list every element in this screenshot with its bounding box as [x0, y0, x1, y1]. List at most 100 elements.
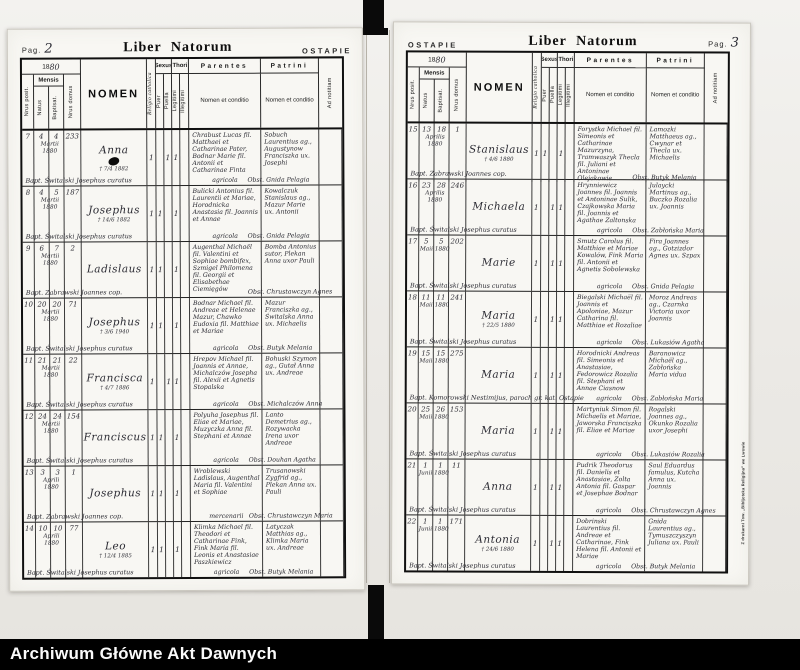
ink-blot — [107, 155, 121, 167]
illegitimi-mark-cell — [180, 129, 190, 186]
puella-mark-cell — [165, 410, 174, 466]
ad-notitiam-cell — [704, 124, 728, 183]
puer-mark-cell — [156, 130, 165, 186]
col-puella: Puella — [163, 74, 173, 129]
pag-label: Pag. — [708, 39, 728, 49]
religio-mark-cell: 1 — [531, 403, 541, 459]
col-baptisat: Baptisat. — [49, 86, 65, 129]
month-year-note: Aprili 1880 — [43, 533, 60, 547]
month-year-note: Aprili 1880 — [43, 477, 60, 491]
register-row: 9 6 7 2 Ladislaus 1 1 1 Augenthal Michaë… — [22, 241, 343, 299]
baptizer-note: Bapt. Świtalski Josephus curatus — [27, 568, 134, 577]
legitimi-mark-cell: 1 — [556, 403, 565, 459]
child-name: Josephus — [88, 204, 140, 217]
godparents-text: Fira Joannes ag., Gotzizdor Agnes ux. Sz… — [649, 238, 701, 260]
col-thori: Thori — [171, 58, 189, 75]
col-puer: Puer — [155, 74, 165, 129]
baptizer-note: Bapt. Świtalski Josephus curatus — [410, 225, 517, 234]
puella-mark-cell — [164, 298, 174, 354]
book-gutter-mark-top — [359, 0, 388, 35]
godparents-text: Kowalczuk Stanislaus ag., Mazur Marie ux… — [264, 187, 311, 216]
child-name: Josephus — [89, 487, 142, 500]
child-name: Maria — [481, 309, 516, 322]
register-row: 21 1 1 11 Anna 1 1 1 Pudrik Theodorus fi… — [406, 459, 727, 517]
legitimi-mark-cell: 1 — [557, 179, 566, 235]
illegitimi-mark-cell — [565, 179, 575, 236]
illegitimi-mark-cell — [181, 353, 191, 410]
midwife-note: Obst. Gnida Pelagia — [247, 232, 310, 240]
parents-text: Horodnicki Andreas fil. Simeonis et Anas… — [576, 350, 640, 393]
midwife-note: Obst. Zabłońska Maria — [631, 395, 704, 403]
godparents-cell: Julaycki Martinus ag., Buczko Rozalia ux… — [632, 180, 705, 236]
puella-mark-cell — [549, 123, 558, 182]
baptizer-note: Bapt. Zabrawski Joannes cop. — [25, 288, 123, 297]
puella-mark-cell: 1 — [548, 403, 557, 459]
baptizer-note: Bapt. Świtalski Josephus curatus — [409, 505, 516, 514]
register-page-right: OSTAPIE Liber Natorum Pag. 3 18 80 Nrus po… — [391, 21, 751, 586]
col-baptisat: Baptisat. — [434, 79, 450, 122]
month-year-note: Martii 1880 — [41, 365, 60, 379]
register-row: 19 15 15 275 Maria 1 1 1 Horodnicki Andr… — [406, 347, 727, 405]
religio-mark-cell: 1 — [147, 130, 157, 186]
baptizer-note: Bapt. Świtalski Josephus curatus — [409, 337, 517, 346]
puella-mark-cell: 1 — [164, 130, 173, 186]
parents-text: Martyniuk Simon fil. Michaelis et Mariae… — [576, 406, 642, 435]
illegitimi-mark-cell — [180, 241, 190, 298]
death-note: † 3/6 1940 — [100, 329, 130, 336]
col-patrini-sub: Nomen et conditio — [260, 73, 320, 128]
death-note: † 22/5 1880 — [482, 322, 515, 329]
godparents-text: Trusanowski Zygfrid ag., Plekan Anna ux.… — [265, 467, 317, 496]
parents-text: Chrabust Lucas fil. Matthaei et Catharin… — [192, 131, 252, 174]
baptizer-note: Bapt. Świtalski Josephus curatus — [410, 281, 517, 290]
col-parentes: Parentes — [188, 58, 261, 74]
child-name: Maria — [480, 424, 516, 437]
religio-mark-cell: 1 — [532, 123, 542, 182]
godparents-text: Bomba Antonius sutor, Plekan Anna uxor P… — [264, 243, 317, 265]
godparents-cell: Gnida Laurentius ag., Tymuszczyszyn Juli… — [631, 516, 704, 572]
religio-mark-cell: 1 — [147, 242, 157, 298]
month-year-note: Junii 1880 — [418, 470, 449, 477]
legitimi-mark-cell: 1 — [172, 130, 181, 186]
place-name: OSTAPIE — [301, 46, 352, 56]
month-year-note: Maii 1880 — [419, 358, 450, 365]
register-row: 13 3 3 1 Josephus 1 1 1 Wroblewski Ladis… — [23, 465, 344, 523]
godparents-text: Rogalski Joannes ag., Okunko Rozalia uxo… — [648, 406, 698, 435]
illegitimi-mark-cell — [180, 297, 191, 354]
col-nrus-posit: Nrus posit. — [407, 67, 420, 122]
register-table: 18 80 Nrus posit. Mensis Natus Baptisat. … — [19, 56, 347, 580]
midwife-note: Obst. Butyk Melania — [249, 568, 314, 576]
baptizer-note: Bapt. Świtalski Josephus curatus — [26, 344, 133, 353]
register-row: 8 4 5 187 Josephus † 14/6 1882 1 1 1 Bul… — [22, 185, 343, 243]
legitimi-mark-cell: 1 — [557, 235, 566, 291]
parents-text: Polyuha Josephus fil. Eliae et Mariae, M… — [193, 411, 259, 440]
col-ad-notitiam: Ad notitiam — [712, 72, 719, 104]
archive-footer-bar: Archiwum Główne Akt Dawnych — [0, 639, 800, 670]
puella-mark-cell — [164, 186, 173, 242]
godparents-text: Lanto Demetrius ag., Rozywacka Irena uxo… — [265, 411, 312, 447]
col-religio: Religio catholica — [532, 52, 542, 122]
religio-mark-cell: 1 — [148, 466, 158, 522]
baptizer-note: Bapt. Świtalski Josephus curatus — [25, 176, 132, 185]
legitimi-mark-cell: 1 — [173, 522, 183, 578]
pag-label: Pag. — [21, 45, 42, 55]
puer-mark-cell: 1 — [157, 410, 166, 466]
godparents-cell: Sobuch Laurentius ag., Augustynow Franci… — [247, 129, 320, 185]
puer-mark-cell — [541, 179, 550, 235]
month-year-note: Aprilis 1880 — [425, 190, 445, 204]
illegitimi-mark-cell — [564, 291, 575, 348]
col-nomen: NOMEN — [466, 52, 533, 122]
col-illegitimi: Illegitimi — [565, 67, 575, 123]
register-row: 12 24 24 154 Franciscus 1 1 1 Polyuha Jo… — [23, 409, 344, 467]
puer-mark-cell: 1 — [156, 298, 166, 354]
month-year-note: Martii 1880 — [40, 197, 60, 211]
puella-mark-cell — [165, 522, 175, 578]
godparents-text: Saul Eduardus famulus, Kutcha Anna ux. J… — [648, 462, 700, 491]
godparents-text: Baranowicz Michaël ag., Zabłońska Maria … — [648, 350, 688, 379]
baptizer-note: Bapt. Świtalski Josephus curatus — [26, 400, 133, 409]
col-parentes: Parentes — [574, 53, 647, 69]
month-year-note: Martii 1880 — [41, 253, 60, 267]
year-cell: 18 80 — [21, 59, 81, 75]
religio-mark-cell: 1 — [148, 354, 158, 410]
baptizer-note: Bapt. Świtalski Josephus curatus — [409, 449, 516, 458]
child-name: Leo — [104, 540, 127, 553]
